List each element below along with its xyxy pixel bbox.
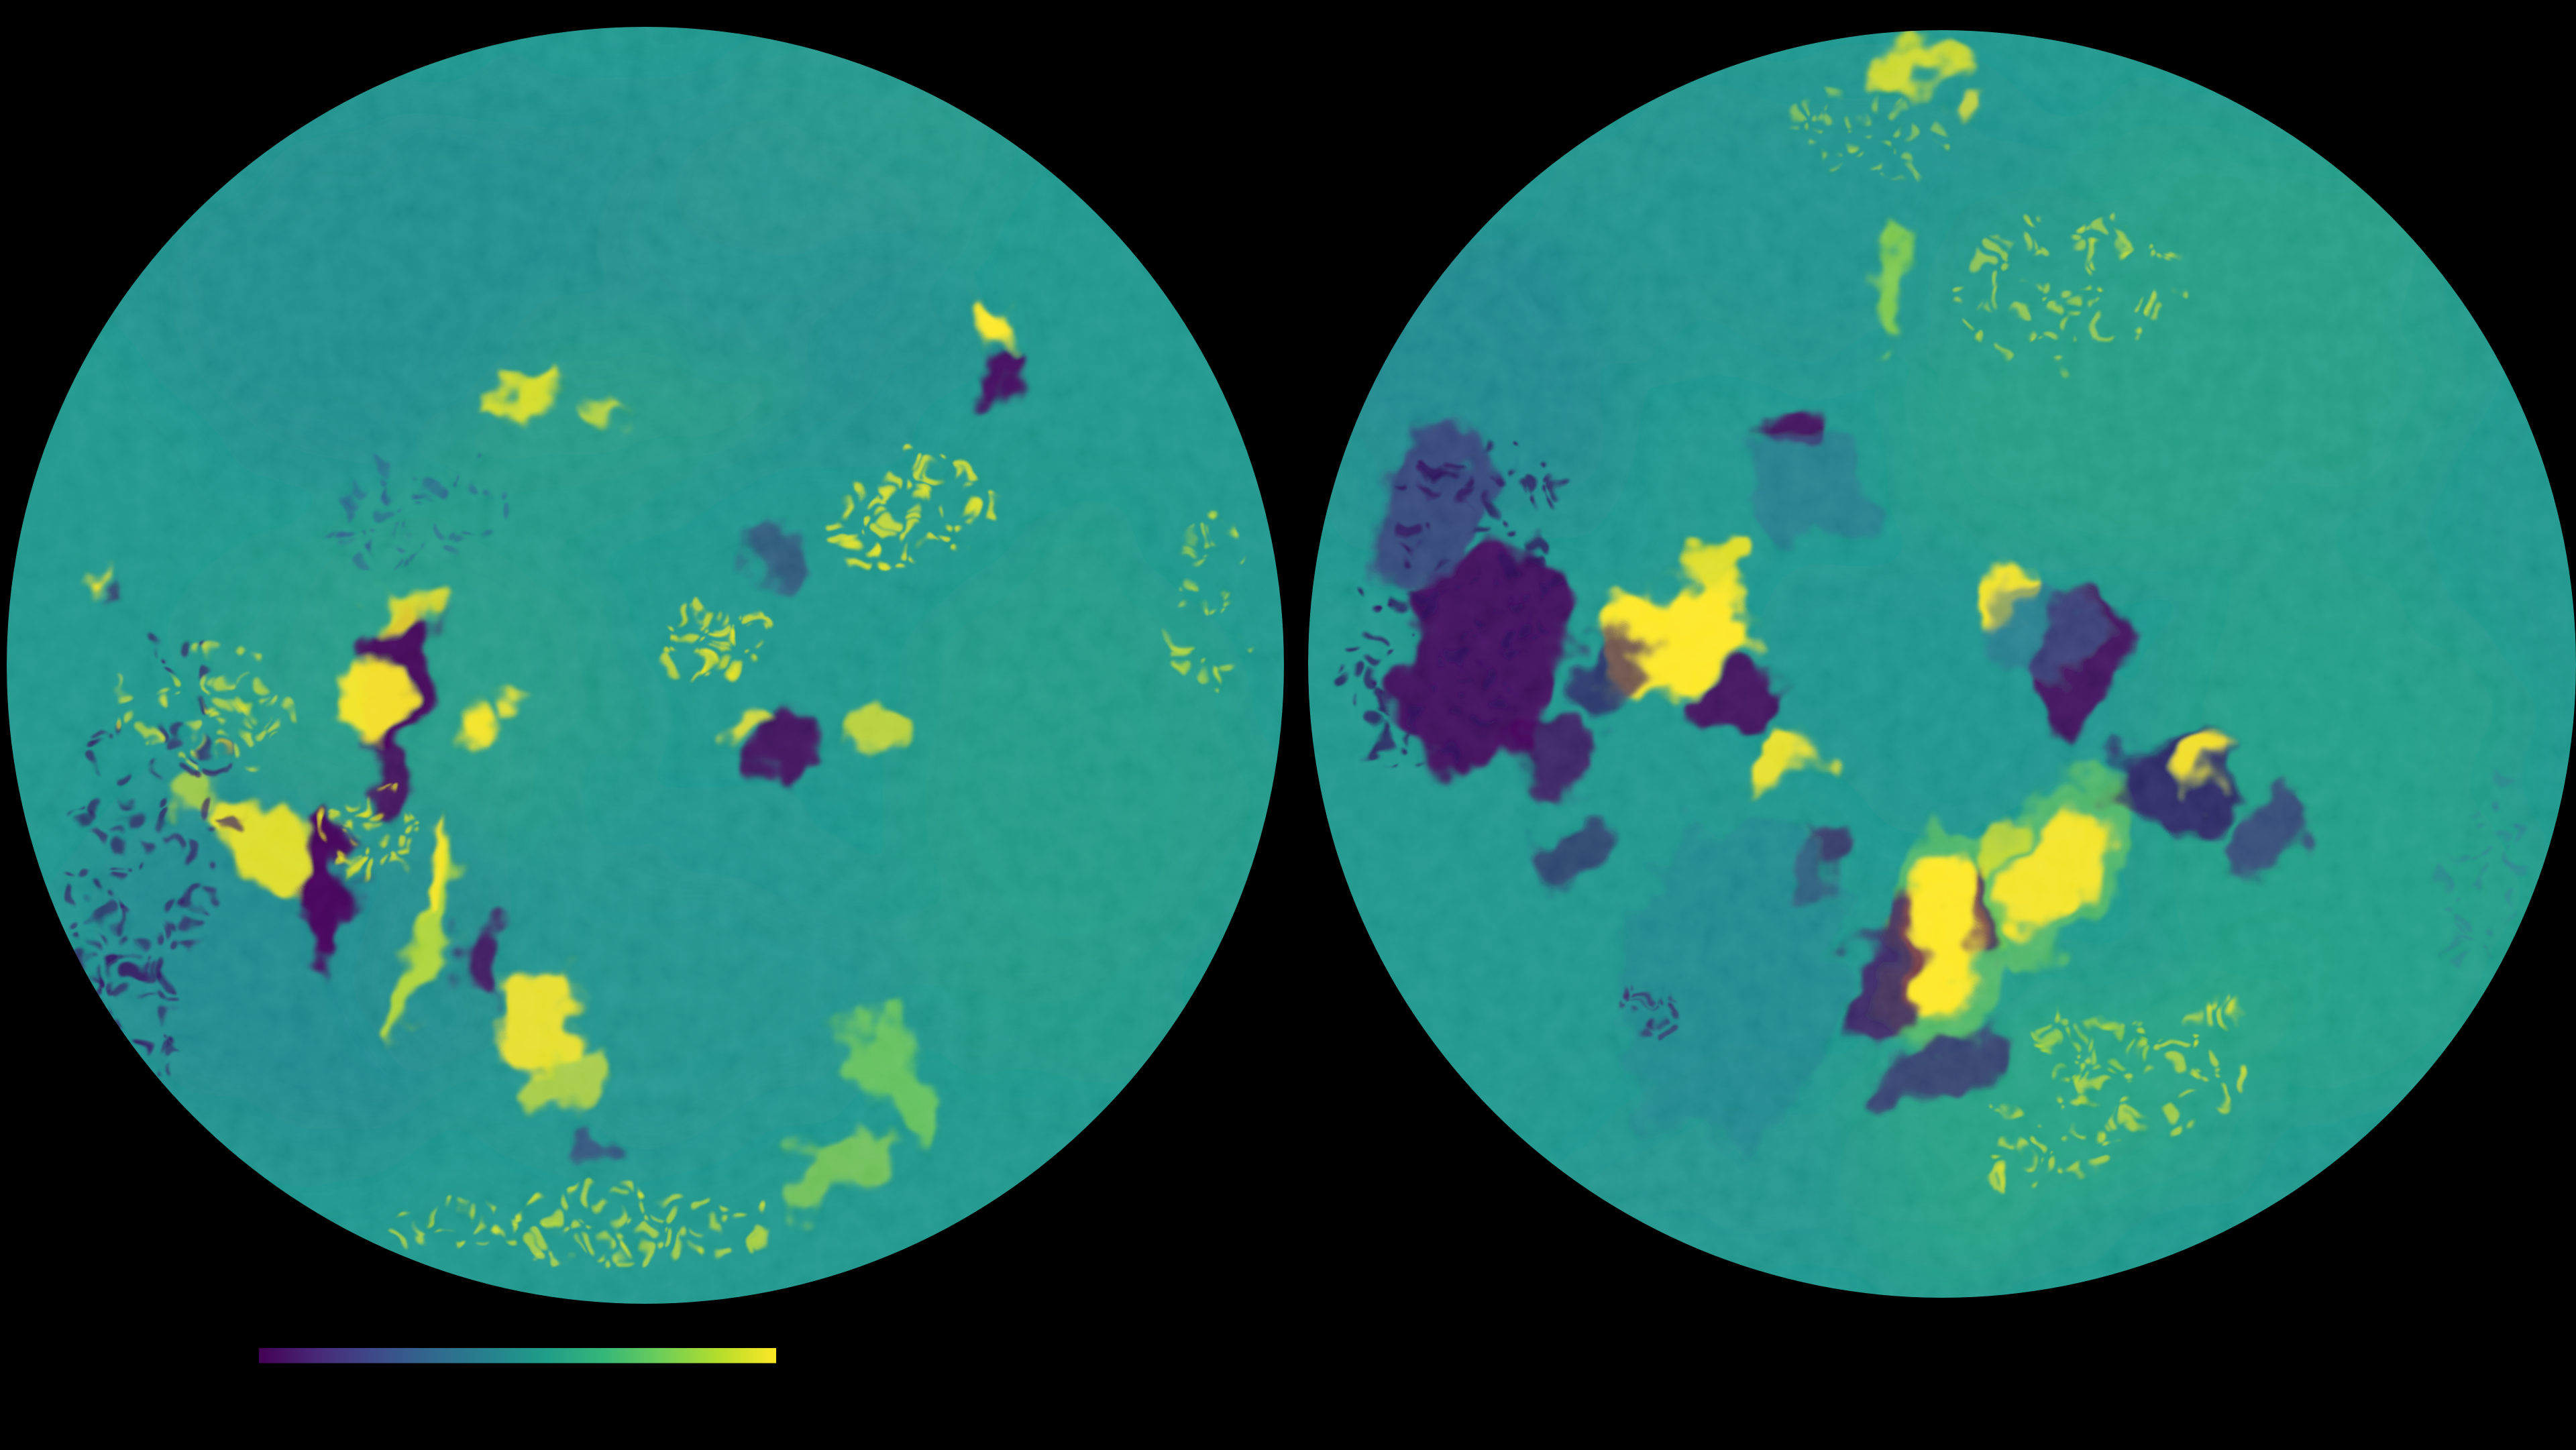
colorbar-tick-label: −2.5 (358, 1383, 419, 1411)
speckle-dot (76, 1059, 84, 1070)
colorbar-tick-label: 2.5 (627, 1383, 667, 1411)
visualization-canvas: −5.0 −2.5 0.0 2.5 5.0 1e−1 N m-2 GEOS/ECCO n… (0, 0, 2576, 1449)
speckle-dot (94, 1089, 105, 1097)
globe-right-hemisphere (1288, 30, 2576, 1322)
speckle-dot (93, 1015, 101, 1021)
figure-caption: GEOS/ECCO northward surface stress 2020-… (1017, 1408, 1845, 1442)
speckle-dot (112, 1062, 119, 1071)
globe-noise-texture (1308, 30, 2576, 1298)
speckle-dot (85, 1038, 98, 1050)
globe-noise-texture (7, 27, 1284, 1304)
hemisphere-maps (0, 0, 2576, 1449)
colorbar-gradient (259, 1348, 776, 1376)
speckle-dot (91, 1007, 95, 1013)
speckle-dot (154, 1122, 162, 1130)
colorbar-tick-label: 0.0 (497, 1383, 537, 1411)
speckle-dot (122, 1111, 133, 1123)
speckle-dot (92, 1003, 104, 1014)
globe-left-hemisphere (7, 10, 1284, 1304)
colorbar-tick-label: −5.0 (228, 1383, 290, 1411)
speckle-dot (141, 1082, 147, 1086)
speckle-dot (79, 1066, 88, 1072)
speckle-dot (109, 1026, 119, 1040)
speckle-dot (94, 1065, 107, 1077)
colorbar: −5.0 −2.5 0.0 2.5 5.0 1e−1 N m-2 (259, 1348, 776, 1376)
caption-timestamp: 2020-05-28 21:00 (1585, 1408, 1845, 1442)
speckle-dot (115, 1031, 121, 1038)
caption-title: GEOS/ECCO northward surface stress (1017, 1408, 1557, 1442)
speckle-dot (117, 1113, 122, 1121)
speckle-dot (123, 1105, 128, 1111)
colorbar-units-label: N m-2 (259, 1420, 776, 1450)
